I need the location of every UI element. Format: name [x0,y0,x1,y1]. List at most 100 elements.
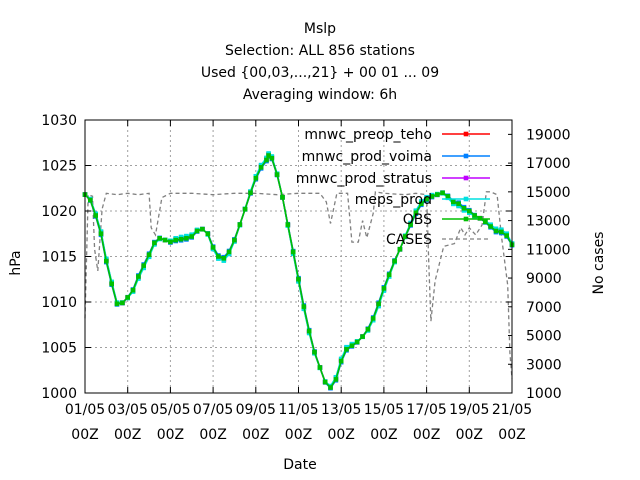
legend-label: CASES [386,232,432,248]
cases-layer [84,191,513,379]
y2-tick-label: 1000 [526,386,562,402]
x-tick-date: 09/05 [236,402,276,418]
x-tick-date: 01/05 [65,402,105,418]
data-point [194,228,200,234]
data-point [365,327,371,332]
data-point [424,196,429,202]
data-point [226,249,232,255]
x-tick-date: 21/05 [492,402,532,418]
x-tick-hour: 00Z [242,427,269,443]
legend-label: OBS [403,212,432,228]
data-point [499,229,504,235]
legend-label: mnwc_prod_voima [302,149,432,165]
data-point [381,286,387,291]
y-axis-label: hPa [8,250,24,275]
data-point [445,194,451,199]
data-point [210,245,216,250]
data-point [280,195,285,200]
data-point [232,237,237,243]
data-point [290,249,296,255]
data-point [360,334,365,339]
x-axis-label: Date [283,457,316,473]
data-point [472,213,477,218]
data-point [184,236,189,241]
data-point [301,304,307,309]
data-point [146,252,152,257]
data-point [354,339,360,345]
chart-subtitle-2: Used {00,03,...,21} + 00 01 ... 09 [201,65,439,81]
y2-tick-label: 13000 [526,214,571,230]
data-point [178,236,184,242]
x-tick-hour: 00Z [199,427,226,443]
x-tick-hour: 00Z [413,427,440,443]
y-tick-label: 1025 [41,159,77,175]
data-point [130,287,136,293]
data-point [93,213,98,218]
data-point [408,222,413,227]
data-point [221,256,227,261]
data-point [253,175,259,181]
legend-marker [463,131,469,137]
x-tick-hour: 00Z [114,427,141,443]
data-point [483,219,488,225]
y-tick-label: 1020 [41,204,77,220]
data-point [306,328,312,334]
data-point [333,377,339,382]
y2-tick-label: 3000 [526,357,562,373]
data-point [451,199,456,205]
x-tick-date: 15/05 [364,402,404,418]
data-point [461,206,467,211]
y-tick-label: 1005 [41,341,77,357]
data-point [125,295,130,300]
legend-marker [463,196,469,202]
data-point [504,233,509,238]
data-point [258,165,264,170]
data-point [285,222,291,227]
chart-subtitle-3: Averaging window: 6h [243,87,397,103]
y2-axis-label: No cases [591,232,607,295]
data-point [216,254,221,259]
data-point [242,206,248,212]
data-point [173,237,178,243]
data-point [88,197,93,203]
x-tick-date: 03/05 [108,402,148,418]
chart-title: Mslp [304,21,336,37]
data-point [488,224,493,229]
data-point [141,263,146,268]
legend-label: meps_prod [355,192,432,208]
data-point [413,210,419,216]
legend-marker [463,153,469,159]
data-point [493,228,499,234]
data-point [397,246,403,252]
data-point [266,153,271,158]
y2-tick-label: 7000 [526,300,562,316]
data-point [205,231,211,236]
data-point [157,236,162,241]
y2-tick-label: 17000 [526,156,571,172]
x-tick-date: 11/05 [278,402,318,418]
data-point [376,301,381,307]
data-point [120,300,125,306]
data-point [386,272,392,277]
series-line [84,154,513,389]
legend-marker [463,175,469,181]
y2-tick-label: 19000 [526,127,571,143]
y2-tick-label: 15000 [526,185,571,201]
data-point [189,234,194,239]
data-point [392,258,397,264]
data-point [168,239,173,245]
chart-subtitle-1: Selection: ALL 856 stations [225,43,415,59]
x-tick-hour: 00Z [370,427,397,443]
data-point [104,258,109,264]
data-point [312,349,317,355]
grid [85,120,512,393]
y2-tick-label: 9000 [526,271,562,287]
data-point [338,358,344,364]
data-point [456,201,461,206]
x-tick-date: 07/05 [193,402,233,418]
data-point [322,379,328,385]
data-point [296,276,301,282]
data-point [317,365,323,370]
data-point [162,237,168,243]
data-point [435,192,440,197]
